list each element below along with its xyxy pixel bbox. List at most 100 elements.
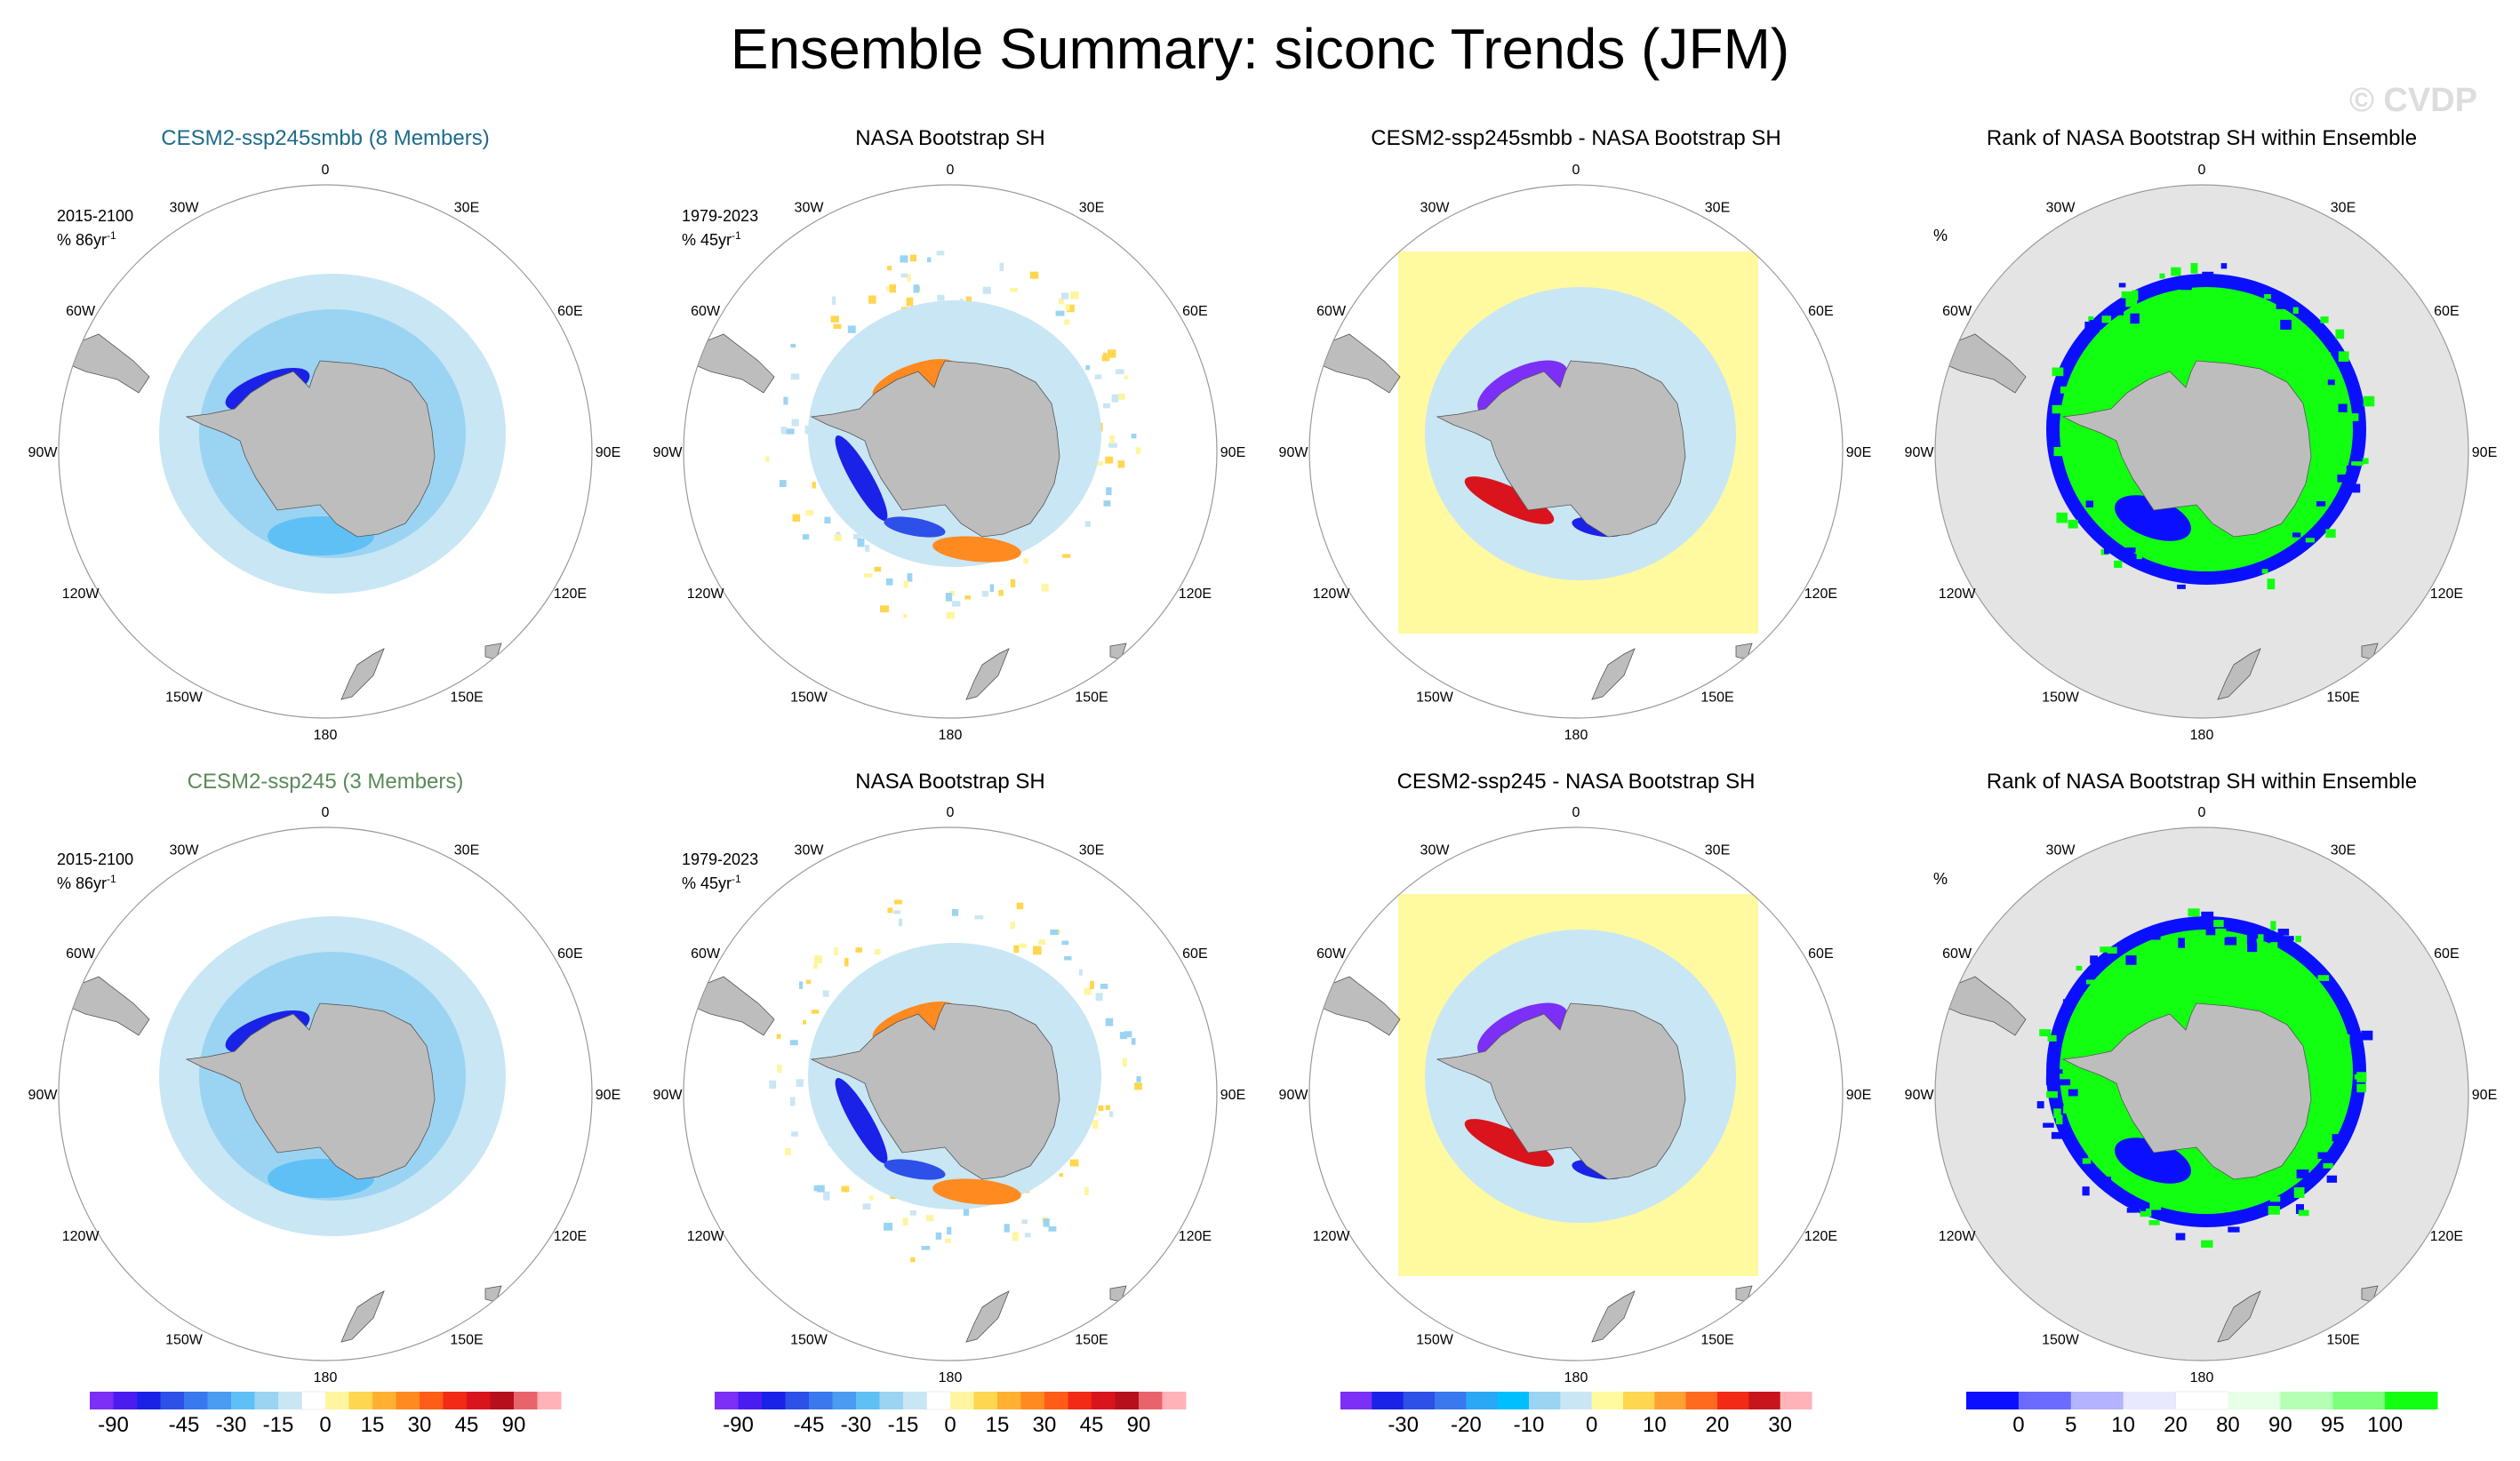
- longitude-label: 0: [322, 163, 330, 178]
- rank-cell: [2305, 538, 2315, 543]
- longitude-label: 60E: [1808, 946, 1833, 962]
- longitude-label: 30E: [1705, 201, 1730, 216]
- obs-cell: [1108, 1111, 1114, 1118]
- obs-cell: [865, 544, 870, 552]
- obs-cell: [998, 589, 1004, 596]
- rank-cell: [2082, 1186, 2090, 1196]
- obs-cell: [769, 1080, 777, 1089]
- rank-cell: [2085, 979, 2095, 985]
- colorbar-label: 90: [2268, 1413, 2292, 1437]
- rank-cell: [2166, 279, 2177, 291]
- colorbar-swatch: [1372, 1392, 1404, 1409]
- trend-units: % 45yr-1: [682, 229, 741, 249]
- rank-cell: [2101, 315, 2111, 323]
- rank-cell: [2114, 310, 2124, 315]
- rank-cell: [2292, 307, 2299, 315]
- obs-cell: [1078, 969, 1083, 976]
- colorbar-label: -30: [840, 1413, 872, 1437]
- longitude-label: 150E: [1075, 690, 1108, 705]
- colorbar-swatch: [738, 1392, 763, 1409]
- obs-cell: [913, 284, 920, 293]
- obs-cell: [776, 1034, 781, 1039]
- obs-cell: [1096, 461, 1104, 467]
- obs-cell: [1062, 554, 1071, 558]
- colorbar-swatch: [372, 1392, 396, 1409]
- map-panel-5: 0 30E 60E 90E 120E 150E 180 150W 120W 90W 60W 30W: [28, 805, 621, 1385]
- rank-cell: [2332, 1134, 2340, 1142]
- obs-cell: [1021, 1219, 1028, 1225]
- colorbar-label: -15: [262, 1413, 294, 1437]
- rank-cell: [2280, 319, 2292, 330]
- longitude-label: 0: [2198, 163, 2206, 178]
- obs-cell: [1117, 393, 1125, 401]
- longitude-label: 180: [2190, 1370, 2214, 1385]
- colorbar-swatch: [137, 1392, 161, 1409]
- longitude-label: 120W: [1939, 587, 1977, 602]
- obs-cell: [906, 297, 914, 307]
- rank-cell: [2261, 569, 2268, 574]
- panel-title: NASA Bootstrap SH: [855, 770, 1045, 794]
- obs-cell: [880, 605, 889, 613]
- obs-cell: [1066, 304, 1075, 313]
- longitude-label: 150E: [450, 1332, 483, 1347]
- obs-cell: [1131, 1038, 1136, 1045]
- longitude-label: 30W: [1420, 843, 1451, 858]
- rank-cell: [2261, 932, 2274, 942]
- obs-cell: [1094, 374, 1102, 379]
- obs-cell: [823, 1191, 830, 1201]
- obs-cell: [1069, 1159, 1079, 1167]
- obs-cell: [999, 266, 1004, 272]
- longitude-label: 150E: [450, 690, 483, 705]
- longitude-label: 90E: [1220, 1088, 1245, 1103]
- longitude-label: 180: [2190, 728, 2214, 743]
- longitude-label: 60E: [1808, 304, 1833, 319]
- obs-cell: [893, 910, 901, 914]
- colorbar-swatch: [762, 1392, 786, 1409]
- longitude-label: 90W: [1279, 445, 1309, 460]
- longitude-label: 60W: [1942, 304, 1972, 319]
- rank-cell: [2099, 1177, 2112, 1186]
- colorbar-swatch: [254, 1392, 279, 1409]
- new-zealand-land: [1591, 648, 1636, 700]
- colorbar-swatch: [2018, 1392, 2072, 1409]
- obs-cell: [903, 580, 908, 588]
- obs-cell: [804, 425, 810, 435]
- figure-title: Ensemble Summary: siconc Trends (JFM): [730, 17, 1790, 81]
- antarctica-land: [810, 1002, 1060, 1180]
- longitude-label: 30W: [795, 201, 825, 216]
- new-zealand-land: [1591, 1290, 1636, 1343]
- longitude-label: 180: [939, 728, 963, 743]
- longitude-label: 90W: [28, 1088, 59, 1103]
- tasmania-land: [1735, 643, 1753, 660]
- longitude-label: 120E: [1179, 1229, 1212, 1244]
- obs-cell: [981, 590, 989, 597]
- rank-cell: [2270, 942, 2278, 952]
- colorbar-swatch: [1162, 1392, 1187, 1409]
- rank-cell: [2056, 512, 2068, 523]
- colorbar-swatch: [903, 1392, 927, 1409]
- obs-cell: [798, 981, 804, 989]
- rank-cell: [2321, 352, 2332, 357]
- obs-cell: [1105, 1018, 1114, 1026]
- obs-cell: [785, 428, 795, 435]
- colorbar-swatch: [231, 1392, 255, 1409]
- colorbar-swatch: [1466, 1392, 1499, 1409]
- obs-cell: [1098, 1105, 1104, 1112]
- obs-cell: [1092, 1120, 1099, 1130]
- colorbar-swatch: [1654, 1392, 1687, 1409]
- longitude-label: 90E: [1846, 445, 1871, 460]
- map-boundary: [58, 826, 593, 1361]
- diff-positive-core: [1464, 476, 1555, 524]
- colorbar-swatch: [926, 1391, 951, 1410]
- rank-cell: [2136, 554, 2142, 560]
- obs-cell: [834, 946, 838, 956]
- rank-cell: [2053, 446, 2065, 457]
- rank-cell: [2125, 547, 2136, 553]
- colorbar-swatch: [1403, 1392, 1436, 1409]
- colorbar-swatch: [1115, 1392, 1140, 1409]
- obs-cell: [830, 315, 839, 323]
- colorbar-label: 80: [2216, 1413, 2240, 1437]
- colorbar-label: -45: [168, 1413, 200, 1437]
- obs-cell: [789, 1040, 798, 1046]
- rank-cell: [2224, 937, 2237, 946]
